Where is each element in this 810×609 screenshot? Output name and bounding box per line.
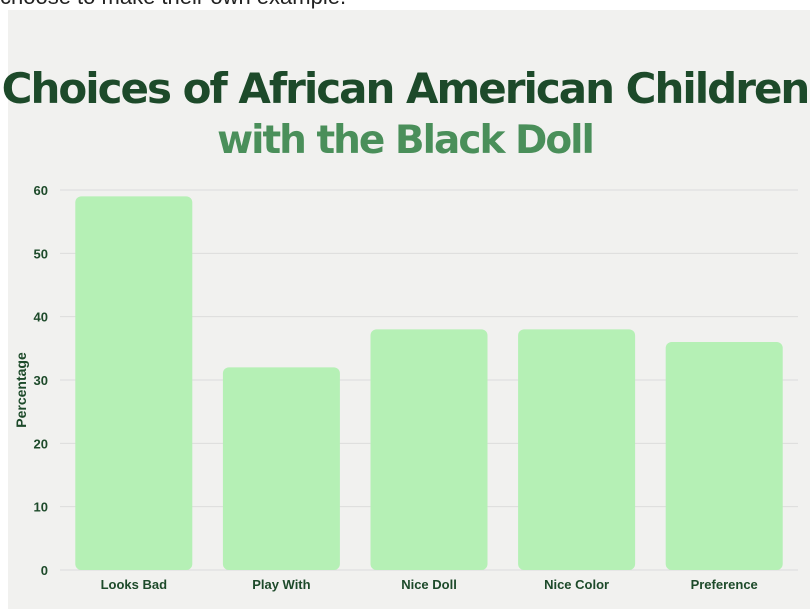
bars xyxy=(75,196,783,571)
x-category-label: Preference xyxy=(691,577,758,592)
x-axis-categories: Looks Bad Play With Nice Doll Nice Color Pre… xyxy=(101,577,758,592)
x-category-label: Looks Bad xyxy=(101,577,168,592)
y-tick-label: 0 xyxy=(41,563,48,578)
x-category-label: Nice Doll xyxy=(401,577,457,592)
bar-play-with xyxy=(222,367,340,570)
bar-nice-color xyxy=(518,329,636,570)
chart-title: Choices of African American Children xyxy=(1,64,810,113)
y-tick-label: 50 xyxy=(34,246,48,261)
y-axis-ticks: 0 10 20 30 40 50 60 xyxy=(34,183,48,578)
y-axis-label: Percentage xyxy=(13,352,29,428)
x-category-label: Play With xyxy=(252,577,310,592)
chart-subtitle: with the Black Doll xyxy=(217,118,595,163)
y-tick-label: 40 xyxy=(34,310,48,325)
y-tick-label: 10 xyxy=(34,500,48,515)
x-category-label: Nice Color xyxy=(544,577,609,592)
bar-looks-bad xyxy=(75,196,193,571)
y-tick-label: 20 xyxy=(34,436,48,451)
bar-preference xyxy=(665,342,783,570)
background-text-snippet: choose to make their own example. xyxy=(0,0,810,10)
bar-nice-doll xyxy=(370,329,488,570)
y-tick-label: 30 xyxy=(34,373,48,388)
y-tick-label: 60 xyxy=(34,183,48,198)
